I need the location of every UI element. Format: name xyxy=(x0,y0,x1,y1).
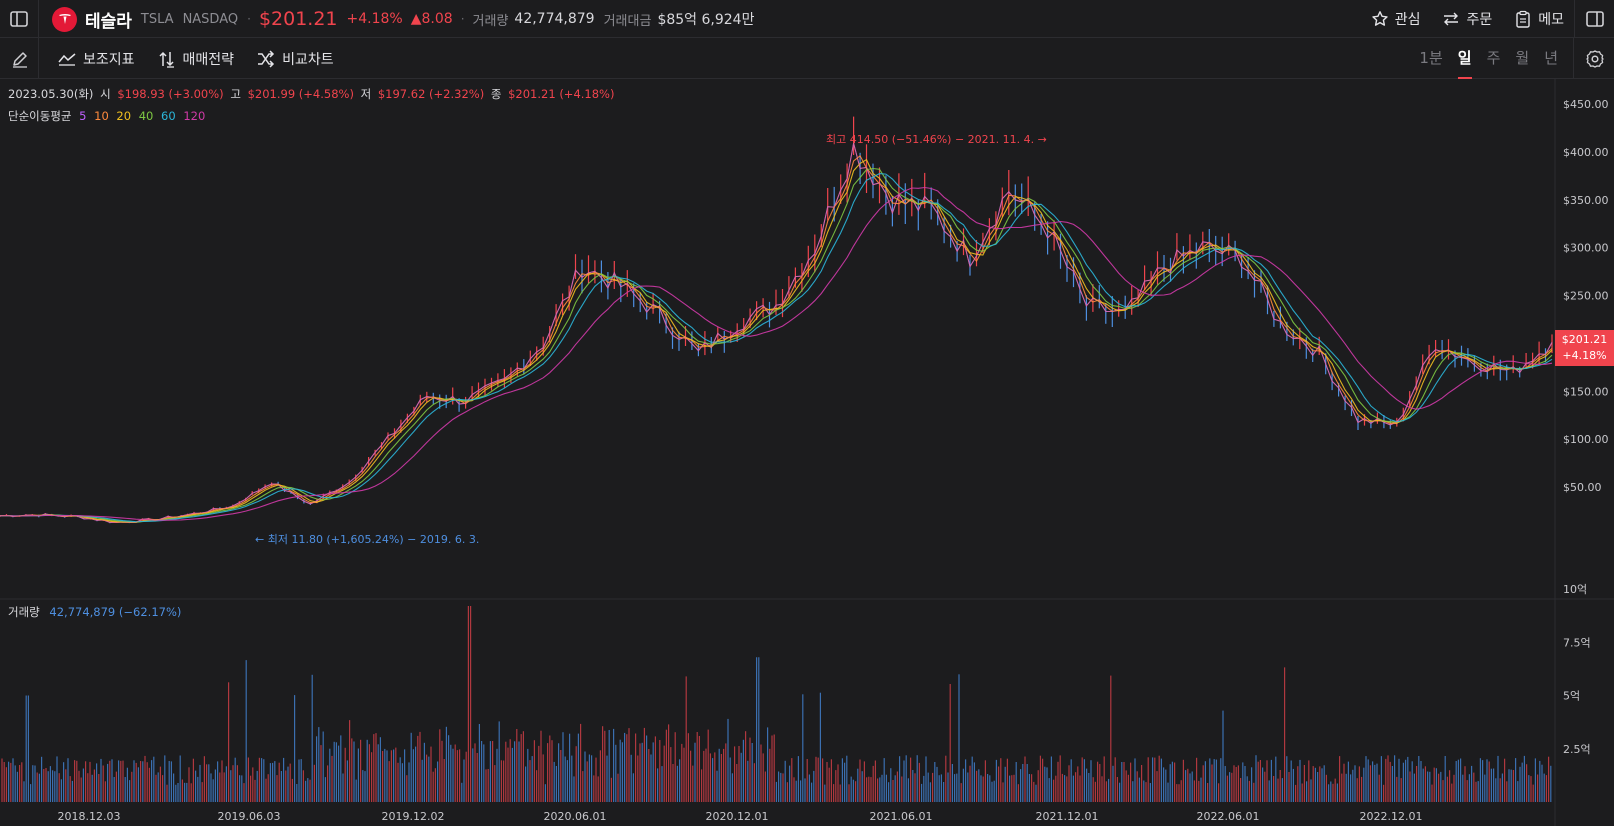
chart-canvas[interactable]: $450.00$400.00$350.00$300.00$250.00$200.… xyxy=(0,79,1614,826)
compare-chart-button[interactable]: 비교차트 xyxy=(256,49,334,69)
right-panel-toggle-icon[interactable] xyxy=(1584,8,1606,30)
volume-legend: 거래량 42,774,879 (−62.17%) xyxy=(8,604,181,620)
strategy-button[interactable]: 매매전략 xyxy=(157,49,235,69)
price-tag-change: +4.18% xyxy=(1562,349,1607,362)
stock-name: 테슬라 xyxy=(85,11,132,32)
tesla-logo-icon xyxy=(52,6,77,32)
close-price-line xyxy=(0,143,1553,523)
ma-period-20: 20 xyxy=(116,109,132,123)
price-axis-tick: $100.00 xyxy=(1563,433,1609,446)
price-axis-tick: $300.00 xyxy=(1563,242,1609,255)
price-tag-value: $201.21 xyxy=(1561,333,1608,346)
low-label: 저 xyxy=(360,87,372,101)
high-value: $201.99 (+4.58%) xyxy=(247,87,354,101)
high-label: 고 xyxy=(230,87,241,101)
change-amount: ▲8.08 xyxy=(410,11,453,27)
volume-axis-tick: 2.5억 xyxy=(1563,743,1591,756)
watchlist-label: 관심 xyxy=(1394,12,1421,28)
volume-legend-value: 42,774,879 (−62.17%) xyxy=(49,605,182,619)
sidebar-toggle-icon[interactable] xyxy=(8,8,30,30)
current-price-tag: $201.21 +4.18% xyxy=(1555,330,1614,366)
open-label: 시 xyxy=(100,87,111,101)
x-axis-tick: 2020.06.01 xyxy=(544,810,607,823)
price-chart[interactable]: $450.00$400.00$350.00$300.00$250.00$200.… xyxy=(0,79,1614,826)
timeframe-year[interactable]: 년 xyxy=(1544,49,1558,67)
price-axis-tick: $150.00 xyxy=(1563,385,1609,398)
settings-gear-icon[interactable] xyxy=(1584,48,1606,70)
x-axis-tick: 2018.12.03 xyxy=(58,810,121,823)
ma-line-5 xyxy=(0,143,1553,524)
open-value: $198.93 (+3.00%) xyxy=(117,87,224,101)
top-header: 테슬라 TSLA NASDAQ · $201.21 +4.18% ▲8.08 ·… xyxy=(0,0,1614,38)
ma-period-40: 40 xyxy=(138,109,154,123)
chart-toolbar: 보조지표 매매전략 비교차트 1분 일 주 월 년 xyxy=(0,38,1614,79)
volume-legend-label: 거래량 xyxy=(8,605,40,619)
volume-axis-tick: 5억 xyxy=(1563,690,1580,703)
volume-axis-tick: 10억 xyxy=(1563,583,1587,596)
ohlc-legend: 2023.05.30(화) 시 $198.93 (+3.00%) 고 $201.… xyxy=(8,86,617,102)
ma-label: 단순이동평균 xyxy=(8,109,72,123)
memo-label: 메모 xyxy=(1538,12,1564,28)
ma-period-120: 120 xyxy=(183,109,206,123)
x-axis-tick: 2019.12.02 xyxy=(382,810,445,823)
watchlist-button[interactable]: 관심 xyxy=(1371,9,1421,29)
price-axis-tick: $450.00 xyxy=(1563,98,1609,111)
ma-period-10: 10 xyxy=(94,109,109,123)
draw-pencil-icon[interactable] xyxy=(9,48,31,70)
moving-average-legend[interactable]: 단순이동평균 5 10 20 40 60 120 xyxy=(8,108,209,124)
divider xyxy=(1573,38,1574,79)
indicators-button[interactable]: 보조지표 xyxy=(57,49,135,69)
trade-amount-value: $85억 6,924만 xyxy=(657,12,755,28)
ma-line-120 xyxy=(0,186,1553,521)
volume-axis-tick: 7.5억 xyxy=(1563,636,1591,649)
separator: · xyxy=(247,12,251,26)
x-axis-tick: 2022.06.01 xyxy=(1197,810,1260,823)
shuffle-icon xyxy=(258,49,275,68)
ma-period-5: 5 xyxy=(79,109,87,123)
ma-line-20 xyxy=(0,158,1553,523)
trade-amount-label: 거래대금 xyxy=(603,13,652,29)
change-percent: +4.18% xyxy=(346,11,403,27)
price-axis-tick: $50.00 xyxy=(1563,481,1602,494)
close-value: $201.21 (+4.18%) xyxy=(508,87,615,101)
volume-label: 거래량 xyxy=(472,13,509,29)
up-down-arrows-icon xyxy=(159,51,174,68)
low-value: $197.62 (+2.32%) xyxy=(377,87,485,101)
timeframe-1min[interactable]: 1분 xyxy=(1419,49,1443,67)
ticker: TSLA xyxy=(140,11,174,27)
indicator-line-icon xyxy=(58,52,76,66)
compare-chart-label: 비교차트 xyxy=(282,51,334,68)
low-annotation: ← 최저 11.80 (+1,605.24%) − 2019. 6. 3. xyxy=(255,533,480,546)
high-annotation: 최고 414.50 (−51.46%) − 2021. 11. 4. → xyxy=(826,133,1047,146)
volume-value: 42,774,879 xyxy=(514,11,595,27)
order-button[interactable]: 주문 xyxy=(1442,9,1492,29)
timeframe-day[interactable]: 일 xyxy=(1457,38,1472,79)
x-axis-tick: 2020.12.01 xyxy=(706,810,769,823)
ohlc-date: 2023.05.30(화) xyxy=(8,87,94,101)
price-axis-tick: $250.00 xyxy=(1563,290,1609,303)
strategy-label: 매매전략 xyxy=(182,51,235,68)
timeframe-month[interactable]: 월 xyxy=(1515,49,1530,67)
exchange: NASDAQ xyxy=(182,11,239,27)
price-axis-tick: $400.00 xyxy=(1563,146,1609,159)
ma-line-60 xyxy=(0,173,1553,523)
clipboard-icon xyxy=(1516,10,1530,28)
x-axis-tick: 2021.12.01 xyxy=(1036,810,1099,823)
ma-line-40 xyxy=(0,167,1553,523)
price-axis-tick: $350.00 xyxy=(1563,194,1609,207)
divider xyxy=(38,38,39,79)
swap-arrows-icon xyxy=(1444,12,1459,26)
x-axis-tick: 2019.06.03 xyxy=(218,810,281,823)
memo-button[interactable]: 메모 xyxy=(1514,9,1564,29)
order-label: 주문 xyxy=(1466,12,1493,28)
close-label: 종 xyxy=(490,87,502,101)
x-axis-tick: 2022.12.01 xyxy=(1360,810,1423,823)
current-price: $201.21 xyxy=(258,8,338,30)
x-axis-tick: 2021.06.01 xyxy=(870,810,933,823)
separator: · xyxy=(460,12,465,26)
timeframe-week[interactable]: 주 xyxy=(1486,49,1501,67)
star-icon xyxy=(1372,11,1388,26)
ma-period-60: 60 xyxy=(161,109,176,123)
indicators-label: 보조지표 xyxy=(83,51,135,68)
